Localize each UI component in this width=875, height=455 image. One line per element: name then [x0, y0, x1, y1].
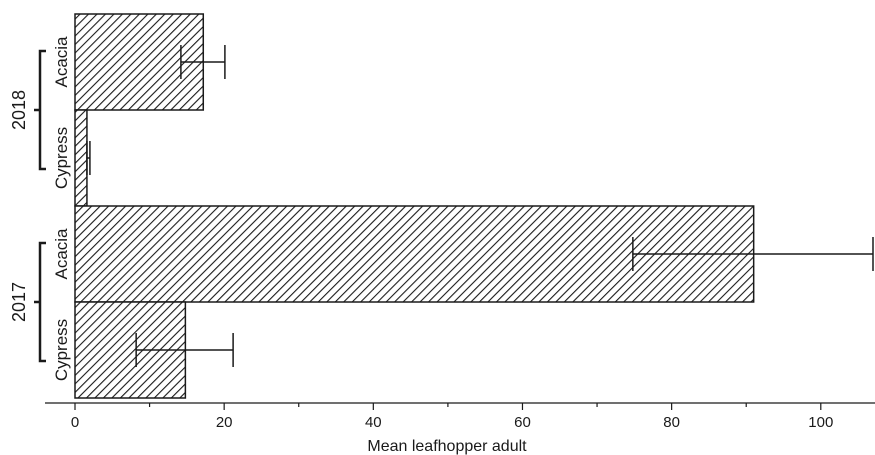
category-label: Acacia: [52, 228, 71, 280]
group-brackets: 2018 2017: [9, 49, 46, 363]
bars-layer: [74, 13, 755, 399]
group-label: 2017: [9, 282, 29, 322]
group-bracket: [34, 49, 46, 171]
category-label: Cypress: [52, 319, 71, 381]
error-bar: [632, 237, 874, 271]
group-label: 2018: [9, 90, 29, 130]
x-ticks: 0 20 40 60 80 100: [71, 403, 833, 431]
x-tick-label: 0: [71, 414, 79, 431]
error-bar: [86, 141, 91, 175]
x-tick-label: 40: [365, 414, 382, 431]
error-bar: [180, 45, 226, 79]
x-tick-label: 60: [514, 414, 531, 431]
bar-2018-cypress: [74, 109, 88, 207]
category-label: Cypress: [52, 127, 71, 189]
error-bar: [135, 333, 234, 367]
x-tick-label: 80: [663, 414, 680, 431]
x-tick-label: 100: [808, 414, 833, 431]
group-bracket: [34, 241, 46, 363]
category-label: Acacia: [52, 36, 71, 88]
x-tick-label: 20: [216, 414, 233, 431]
error-bars-layer: [86, 45, 874, 367]
category-labels: Acacia Cypress Acacia Cypress: [52, 36, 71, 381]
x-axis-title: Mean leafhopper adult: [367, 438, 527, 455]
